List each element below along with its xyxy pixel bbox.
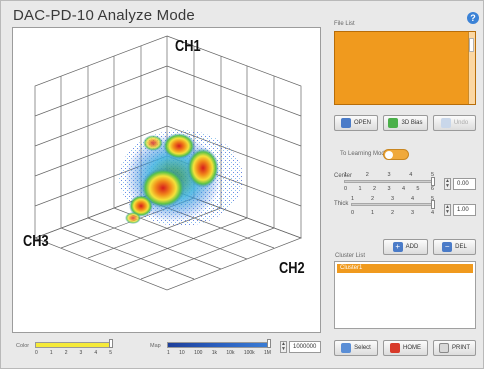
undo-button[interactable]: Undo — [433, 115, 476, 131]
list-item[interactable] — [335, 72, 475, 80]
map-label: Map — [150, 343, 161, 349]
thick-label: Thick — [334, 201, 349, 207]
map-stepper[interactable]: ▲ ▼ — [280, 341, 287, 353]
print-button[interactable]: PRINT — [433, 340, 476, 356]
thick-slider-thumb[interactable] — [431, 200, 435, 209]
thick-value-field[interactable]: 1.00 — [453, 204, 476, 216]
add-label: ADD — [405, 244, 419, 250]
map-value-field[interactable]: 1000000 — [289, 341, 321, 353]
plot-3d-svg — [34, 35, 302, 291]
minus-icon: − — [442, 242, 453, 252]
axis-label-ch2: CH2 — [279, 260, 305, 277]
color-bar[interactable] — [35, 342, 112, 348]
view-3d-label: 3D Bias — [401, 120, 423, 126]
plot-3d-area[interactable]: CH1 CH3 CH2 — [12, 27, 321, 333]
list-item[interactable] — [335, 64, 475, 72]
plus-icon: + — [392, 242, 403, 252]
thick-slider[interactable] — [351, 203, 434, 206]
center-stepper[interactable]: ▲ ▼ — [444, 178, 451, 190]
color-label: Color — [16, 343, 30, 349]
center-slider-thumb[interactable] — [431, 177, 435, 186]
center-slider[interactable] — [344, 180, 434, 183]
home-icon — [390, 343, 400, 353]
file-list-label: File List — [334, 21, 355, 27]
axis-label-ch3: CH3 — [23, 233, 49, 250]
learning-mode-toggle[interactable] — [383, 149, 409, 160]
list-item[interactable] — [335, 96, 475, 104]
color-bar-thumb[interactable] — [109, 339, 113, 348]
map-bar-ticks: 1 10 100 1k 10k 100k 1M — [167, 350, 271, 356]
view-3d-button[interactable]: 3D Bias — [383, 115, 428, 131]
print-label: PRINT — [452, 345, 470, 351]
printer-icon — [439, 343, 449, 353]
list-item[interactable]: Cluster1 — [337, 264, 473, 273]
open-button[interactable]: OPEN — [334, 115, 378, 131]
select-icon — [341, 343, 352, 353]
learning-mode-label: To Learning Mode — [340, 151, 389, 157]
del-button[interactable]: − DEL — [433, 239, 476, 255]
add-button[interactable]: + ADD — [383, 239, 428, 255]
list-item[interactable] — [335, 40, 475, 48]
select-label: Select — [354, 345, 371, 351]
list-item[interactable] — [335, 88, 475, 96]
scrollbar-thumb[interactable] — [469, 38, 474, 52]
list-item[interactable] — [335, 56, 475, 64]
help-icon[interactable]: ? — [467, 12, 479, 24]
list-item[interactable] — [335, 32, 475, 40]
toggle-knob — [385, 151, 393, 159]
window-title: DAC-PD-10 Analyze Mode — [13, 7, 195, 24]
density-cloud — [119, 130, 243, 226]
open-label: OPEN — [353, 120, 371, 126]
cluster-list-label: Cluster List — [335, 253, 366, 259]
map-bar-thumb[interactable] — [267, 339, 271, 348]
map-bar[interactable] — [167, 342, 271, 348]
home-button[interactable]: HOME — [383, 340, 428, 356]
list-item[interactable] — [335, 48, 475, 56]
folder-icon — [340, 118, 351, 128]
undo-icon — [440, 118, 451, 128]
file-list[interactable] — [334, 31, 476, 105]
list-item[interactable] — [335, 80, 475, 88]
center-label: Center — [334, 173, 353, 179]
thick-stepper[interactable]: ▲ ▼ — [444, 204, 451, 216]
cluster-list[interactable]: Cluster1 — [334, 261, 476, 329]
cube-icon — [388, 118, 399, 128]
home-label: HOME — [403, 345, 421, 351]
center-value-field[interactable]: 0.00 — [453, 178, 476, 190]
select-button[interactable]: Select — [334, 340, 378, 356]
axis-label-ch1: CH1 — [175, 38, 201, 55]
del-label: DEL — [455, 244, 467, 250]
undo-label: Undo — [453, 120, 469, 126]
file-list-scrollbar[interactable] — [468, 32, 475, 104]
